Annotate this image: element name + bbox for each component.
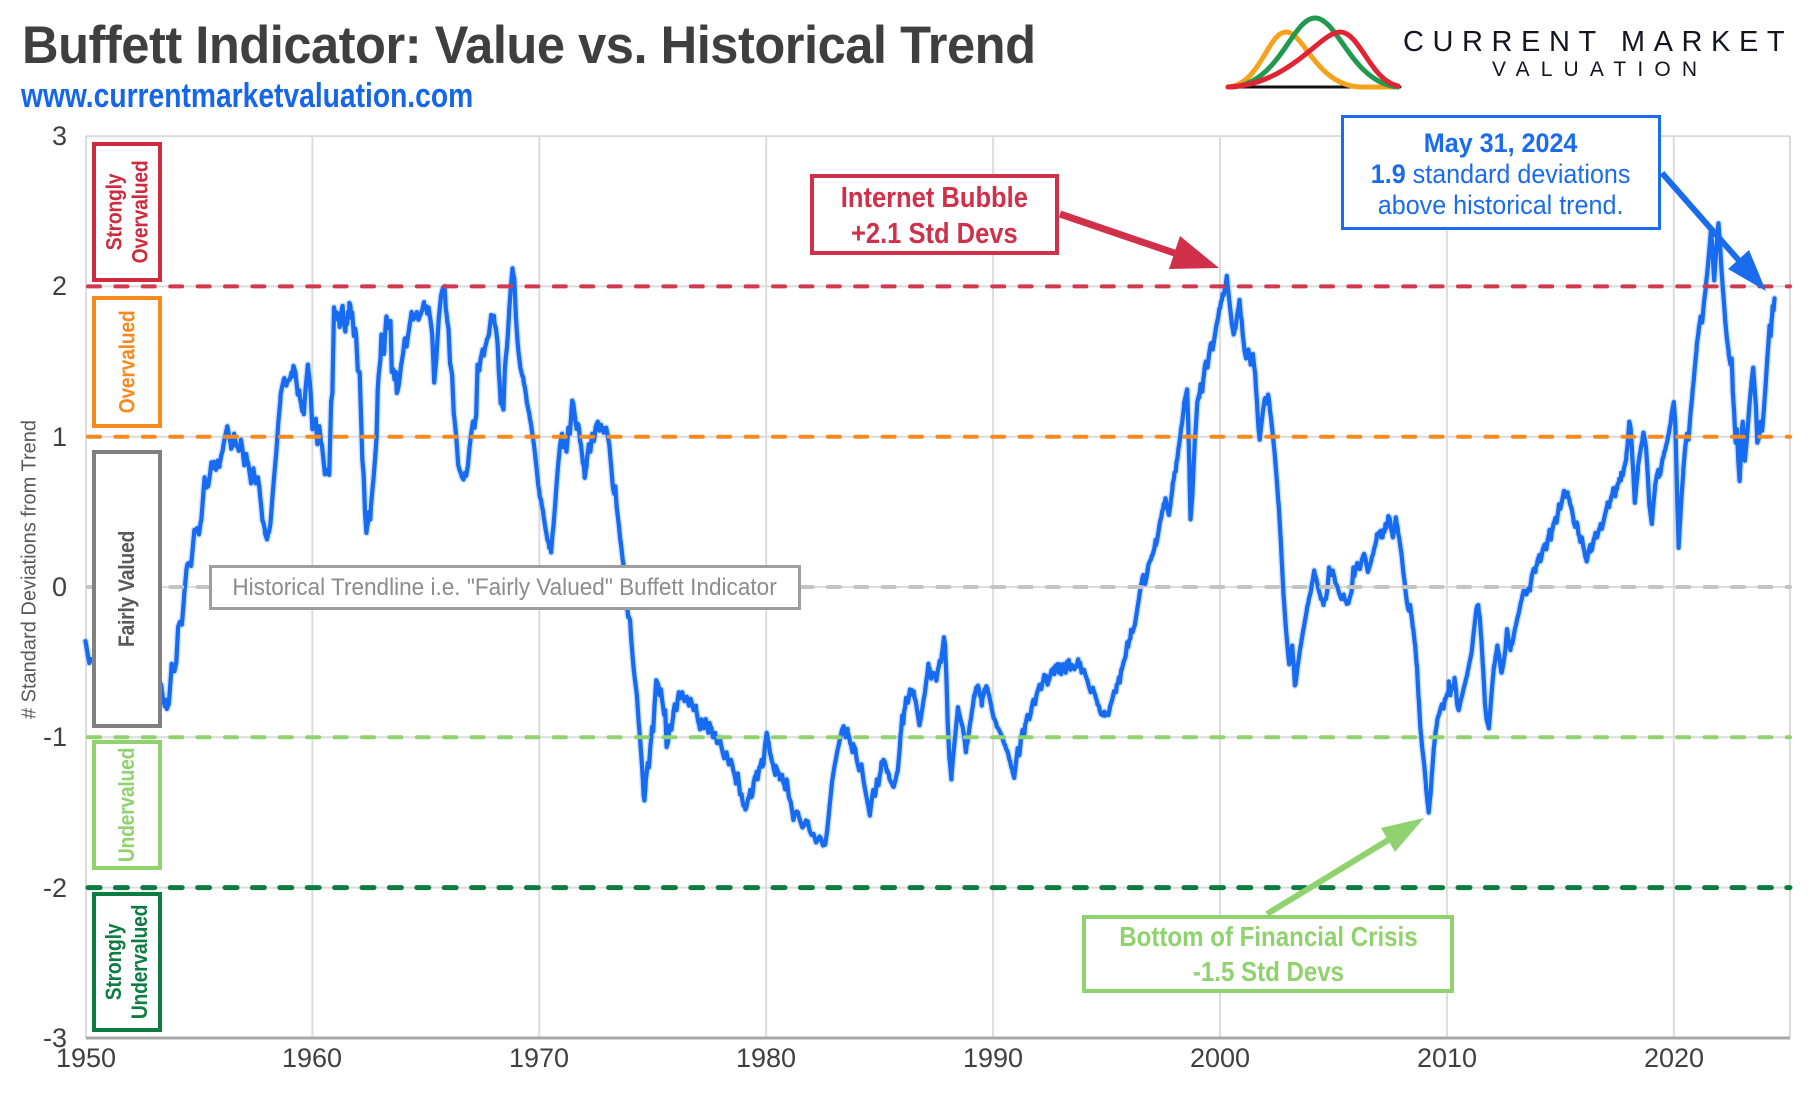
svg-text:CURRENT MARKET: CURRENT MARKET bbox=[1403, 26, 1793, 58]
svg-text:VALUATION: VALUATION bbox=[1492, 58, 1706, 81]
